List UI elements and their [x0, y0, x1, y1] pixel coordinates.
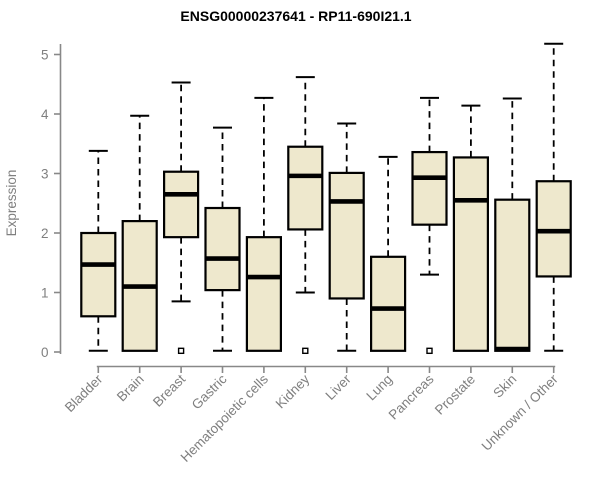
y-tick-label: 3	[41, 166, 49, 181]
boxplot-gastric	[204, 126, 241, 352]
boxplot-prostate	[452, 104, 489, 352]
outlier-point	[177, 347, 185, 355]
x-tick-label-unknown-other: Unknown / Other	[479, 371, 562, 454]
x-tick-label-kidney: Kidney	[273, 371, 313, 411]
boxplot-unknown-other	[535, 42, 572, 352]
iqr-box	[204, 206, 241, 292]
iqr-box	[287, 145, 324, 231]
boxplot-pancreas	[411, 96, 448, 355]
boxplot-breast	[163, 81, 200, 355]
x-tick-label-prostate: Prostate	[432, 372, 478, 418]
x-tick-label-lung: Lung	[363, 372, 395, 404]
iqr-box	[163, 170, 200, 239]
boxplot-bladder	[80, 149, 117, 352]
y-tick-label: 1	[41, 285, 49, 300]
y-axis-label: Expression	[4, 170, 19, 237]
boxplot-liver	[328, 122, 365, 352]
iqr-box	[494, 198, 531, 352]
iqr-box	[452, 156, 489, 352]
iqr-box	[80, 231, 117, 318]
boxplot-hematopoietic-cells	[245, 96, 282, 352]
x-tick-label-liver: Liver	[323, 371, 355, 403]
x-tick-label-bladder: Bladder	[62, 371, 106, 415]
outlier-point	[426, 347, 433, 355]
boxplot-brain	[121, 114, 158, 352]
y-tick-label: 5	[41, 47, 49, 62]
iqr-box	[370, 255, 407, 352]
x-tick-label-brain: Brain	[114, 372, 147, 405]
chart-title: ENSG00000237641 - RP11-690I21.1	[180, 8, 411, 24]
iqr-box	[411, 150, 448, 226]
iqr-box	[535, 180, 572, 278]
y-tick-label: 0	[41, 345, 49, 360]
y-tick-label: 4	[41, 107, 49, 122]
x-tick-label-gastric: Gastric	[189, 371, 230, 412]
x-tick-label-pancreas: Pancreas	[386, 371, 437, 422]
boxplot-lung	[370, 155, 407, 352]
x-tick-label-breast: Breast	[150, 371, 188, 409]
x-tick-label-skin: Skin	[490, 372, 519, 401]
boxplot-skin	[494, 97, 531, 352]
outlier-point	[302, 347, 309, 355]
iqr-box	[245, 236, 282, 352]
iqr-box	[328, 171, 365, 300]
y-tick-label: 2	[41, 226, 49, 241]
boxplot-kidney	[287, 76, 324, 355]
